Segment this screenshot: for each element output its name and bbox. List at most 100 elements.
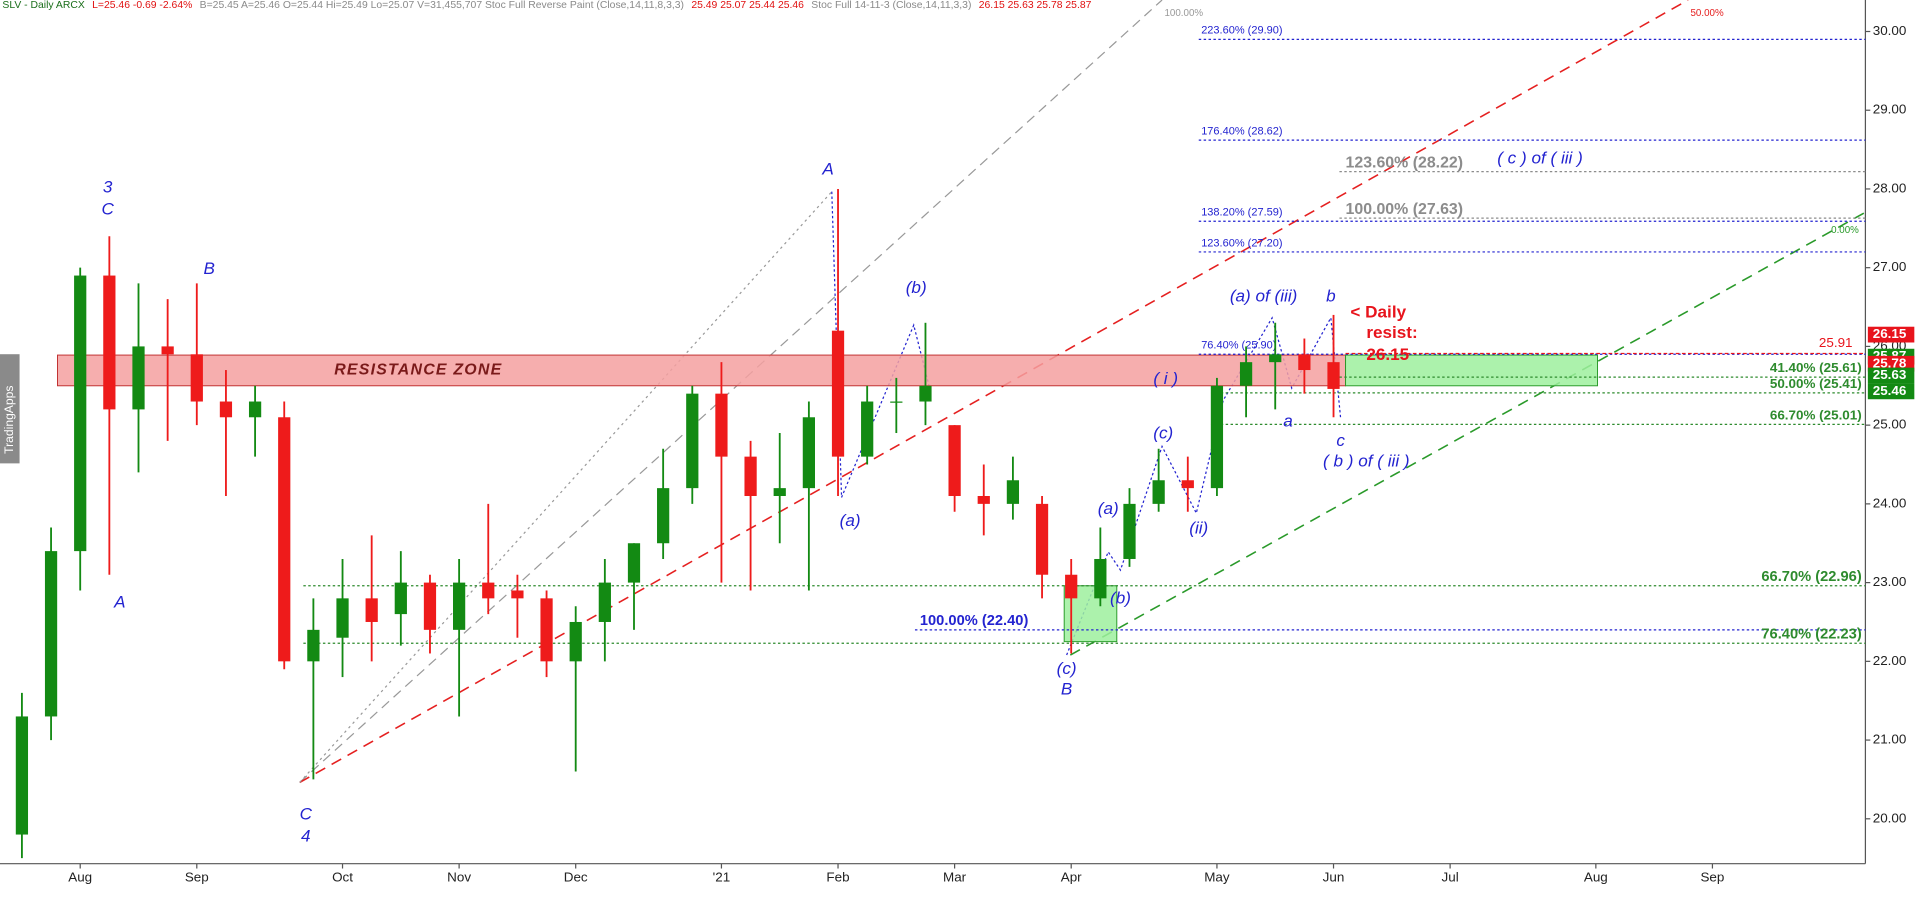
fib-label: 123.60% (27.20) bbox=[1201, 237, 1282, 249]
candle-body bbox=[423, 582, 437, 630]
y-tick-label: 21.00 bbox=[1873, 732, 1907, 747]
price-badge bbox=[1867, 383, 1915, 400]
x-tick-label: Aug bbox=[68, 870, 92, 885]
candle-body bbox=[74, 275, 87, 552]
y-tick-label: 25.00 bbox=[1873, 417, 1907, 432]
candle-body bbox=[482, 582, 495, 599]
fib-label: 66.70% (25.01) bbox=[1770, 407, 1862, 422]
fib-label: 100.00% (27.63) bbox=[1346, 201, 1464, 218]
wave-label: c bbox=[1336, 431, 1345, 450]
header-item: SLV - Daily ARCX bbox=[2, 0, 84, 11]
wave-label: (c) bbox=[1057, 659, 1077, 678]
y-tick-label: 23.00 bbox=[1873, 574, 1907, 589]
fib-label: 123.60% (28.22) bbox=[1346, 154, 1464, 171]
wave-label: (a) bbox=[840, 511, 861, 530]
trend-line bbox=[299, 0, 1689, 784]
candle-body bbox=[977, 496, 990, 504]
price-badge-label: 25.78 bbox=[1873, 355, 1907, 370]
wave-label: C bbox=[101, 199, 114, 218]
wave-label: C bbox=[300, 805, 313, 824]
candle-body bbox=[861, 401, 874, 457]
resist-note: resist: bbox=[1366, 323, 1417, 342]
candle-body bbox=[1181, 480, 1194, 489]
candle-body bbox=[569, 621, 582, 662]
fib-label: 138.20% (27.59) bbox=[1201, 207, 1282, 219]
x-tick-label: Nov bbox=[447, 870, 471, 885]
header-item: L=25.46 -0.69 -2.64% bbox=[92, 0, 192, 11]
wave-label: A bbox=[113, 592, 125, 611]
header-item: Stoc Full 14-11-3 (Close,14,11,3,3) bbox=[811, 0, 971, 11]
y-tick-label: 20.00 bbox=[1873, 810, 1907, 825]
x-tick-label: '21 bbox=[713, 870, 731, 885]
wave-label: (a) bbox=[1098, 499, 1119, 518]
y-tick-label: 24.00 bbox=[1873, 495, 1907, 510]
fib-label: 100.00% (22.40) bbox=[920, 613, 1029, 629]
candle-body bbox=[802, 417, 815, 489]
header-item: 25.49 25.07 25.44 25.46 bbox=[691, 0, 804, 11]
x-tick-label: Jul bbox=[1442, 870, 1459, 885]
candle-body bbox=[1094, 558, 1107, 599]
candle-body bbox=[773, 488, 786, 497]
wave-label: 4 bbox=[301, 827, 311, 846]
wave-label: B bbox=[203, 259, 214, 278]
y-tick-label: 22.00 bbox=[1873, 653, 1907, 668]
candle-body bbox=[1269, 354, 1282, 363]
watermark-bg bbox=[0, 354, 20, 464]
candle-body bbox=[1006, 480, 1020, 504]
candle-body bbox=[1239, 362, 1253, 386]
wave-label: a bbox=[1283, 412, 1293, 431]
wave-label: b bbox=[1326, 287, 1336, 306]
candle-body bbox=[948, 425, 961, 497]
fib-label: 66.70% (22.96) bbox=[1761, 569, 1861, 585]
candle-body bbox=[1298, 354, 1311, 371]
candle-body bbox=[365, 598, 378, 622]
candle-body bbox=[744, 456, 757, 497]
wave-label: A bbox=[821, 159, 833, 178]
y-tick-label: 28.00 bbox=[1873, 181, 1907, 196]
x-tick-label: May bbox=[1204, 870, 1230, 885]
candle-body bbox=[278, 417, 291, 662]
line-label: 0.00% bbox=[1831, 225, 1859, 236]
wave-label: (b) bbox=[1110, 589, 1131, 608]
resist-note: < Daily bbox=[1350, 303, 1406, 322]
zone bbox=[1345, 354, 1599, 387]
candle-body bbox=[1152, 480, 1165, 504]
candle-body bbox=[103, 275, 116, 410]
x-tick-label: Jun bbox=[1323, 870, 1345, 885]
candle-body bbox=[919, 385, 932, 402]
candle-body bbox=[1327, 362, 1340, 389]
fib-label: 41.40% (25.61) bbox=[1770, 360, 1862, 375]
header-item: 26.15 25.63 25.78 25.87 bbox=[979, 0, 1092, 11]
line-label: 100.00% bbox=[1164, 8, 1203, 19]
header-item: B=25.45 A=25.46 O=25.44 Hi=25.49 Lo=25.0… bbox=[200, 0, 684, 11]
trend-line bbox=[299, 0, 1163, 783]
watermark: TradingApps bbox=[2, 386, 16, 454]
wave-line bbox=[1066, 315, 1342, 656]
y-tick-label: 27.00 bbox=[1873, 259, 1907, 274]
zone-label: RESISTANCE ZONE bbox=[334, 362, 502, 379]
fib-label: 223.60% (29.90) bbox=[1201, 25, 1282, 37]
candle-body bbox=[686, 393, 699, 489]
candle-body bbox=[540, 598, 553, 662]
x-tick-label: Oct bbox=[332, 870, 353, 885]
wave-label: (c) bbox=[1153, 424, 1173, 443]
wave-label: (ii) bbox=[1189, 518, 1208, 537]
candle-body bbox=[248, 401, 262, 418]
candle-body bbox=[715, 393, 728, 457]
price-badge bbox=[1867, 326, 1915, 343]
candle-body bbox=[161, 346, 174, 355]
fib-label: 76.40% (25.90) bbox=[1201, 340, 1276, 352]
wave-label: (a) of (iii) bbox=[1230, 287, 1298, 306]
candle-body bbox=[890, 401, 903, 403]
header: SLV - Daily ARCX L=25.46 -0.69 -2.64% B=25… bbox=[2, 0, 1091, 11]
resist-value: 26.15 bbox=[1366, 345, 1409, 364]
trend-line bbox=[1069, 211, 1866, 656]
x-tick-label: Dec bbox=[564, 870, 588, 885]
x-tick-label: Feb bbox=[826, 870, 849, 885]
zone bbox=[57, 354, 1347, 387]
price-badge-label: 25.46 bbox=[1873, 383, 1907, 398]
fib-label: 176.40% (28.62) bbox=[1201, 126, 1282, 138]
fib-label: 76.40% (22.23) bbox=[1761, 627, 1861, 643]
